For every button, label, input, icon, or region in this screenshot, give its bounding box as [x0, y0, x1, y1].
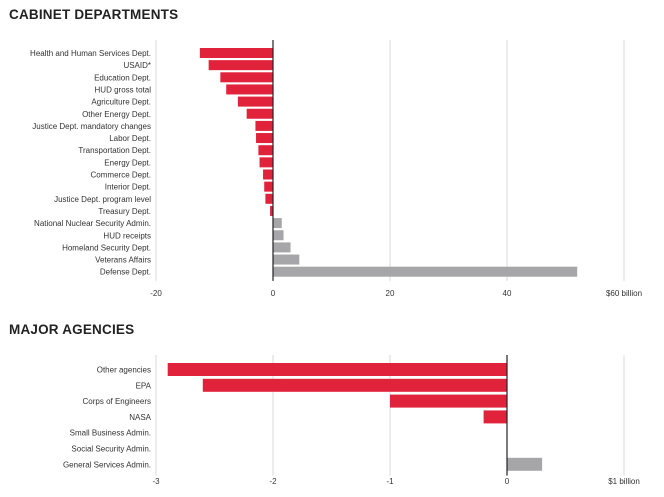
cabinet-category-label: Health and Human Services Dept. [30, 49, 151, 58]
cabinet-bar [226, 84, 273, 95]
cabinet-bar [273, 230, 284, 241]
agencies-category-label: Social Security Admin. [71, 445, 151, 454]
cabinet-bar [256, 133, 273, 144]
cabinet-category-label: Treasury Dept. [98, 207, 151, 216]
cabinet-bar [220, 72, 273, 83]
agencies-tick-label: -1 [386, 477, 394, 486]
cabinet-bar [264, 181, 273, 192]
cabinet-bar [273, 266, 578, 277]
cabinet-bar [273, 218, 282, 229]
cabinet-category-label: USAID* [123, 61, 151, 70]
cabinet-bar [208, 60, 273, 71]
cabinet-tick-label: 20 [386, 289, 395, 298]
cabinet-category-label: Transportation Dept. [78, 146, 151, 155]
cabinet-category-label: Justice Dept. program level [54, 195, 151, 204]
cabinet-bar [237, 96, 273, 107]
cabinet-category-label: HUD receipts [103, 231, 151, 240]
cabinet-bar [255, 120, 273, 131]
cabinet-category-label: Agriculture Dept. [91, 98, 151, 107]
agencies-category-label: Small Business Admin. [70, 429, 151, 438]
agencies-bar [483, 410, 507, 424]
cabinet-category-label: Other Energy Dept. [82, 110, 151, 119]
agencies-bar [167, 363, 507, 376]
cabinet-category-label: Justice Dept. mandatory changes [32, 122, 151, 131]
agencies-tick-label: 0 [505, 477, 510, 486]
cabinet-bar [273, 254, 300, 265]
cabinet-category-label: Interior Dept. [105, 183, 151, 192]
cabinet-category-label: Energy Dept. [104, 158, 151, 167]
cabinet-tick-label: 40 [503, 289, 512, 298]
agencies-tick-label: -2 [269, 477, 277, 486]
cabinet-category-label: HUD gross total [95, 85, 152, 94]
cabinet-tick-label: -20 [150, 289, 162, 298]
cabinet-category-label: Labor Dept. [109, 134, 151, 143]
cabinet-bar [259, 157, 273, 168]
cabinet-tick-label: $60 billion [606, 289, 642, 298]
cabinet-bar [199, 48, 273, 58]
agencies-category-label: General Services Admin. [63, 460, 151, 469]
cabinet-category-label: Veterans Affairs [95, 256, 151, 265]
cabinet-category-label: Education Dept. [94, 73, 151, 82]
cabinet-tick-label: 0 [271, 289, 276, 298]
cabinet-bar [263, 169, 273, 180]
cabinet-bar [270, 205, 273, 216]
agencies-category-label: NASA [129, 413, 151, 422]
cabinet-bar [265, 193, 273, 204]
cabinet-category-label: Commerce Dept. [91, 171, 151, 180]
cabinet-bar [246, 108, 273, 119]
agencies-tick-label: $1 billion [608, 477, 640, 486]
cabinet-category-label: Homeland Security Dept. [62, 243, 151, 252]
agencies-bar [390, 394, 507, 408]
agencies-category-label: Other agencies [97, 366, 151, 375]
agencies-bar [202, 378, 508, 392]
agencies-bar [507, 457, 543, 471]
cabinet-category-label: Defense Dept. [100, 268, 151, 277]
cabinet-bar [273, 242, 291, 253]
agencies-tick-label: -3 [152, 477, 160, 486]
cabinet-category-label: National Nuclear Security Admin. [34, 219, 151, 228]
agencies-category-label: EPA [136, 381, 152, 390]
section-title-agencies: MAJOR AGENCIES [9, 322, 135, 337]
section-title-cabinet: CABINET DEPARTMENTS [9, 7, 179, 22]
cabinet-bar [258, 145, 273, 156]
agencies-category-label: Corps of Engineers [83, 397, 151, 406]
cabinet-departments-chart: Health and Human Services Dept. USAID* Edu… [30, 40, 642, 298]
